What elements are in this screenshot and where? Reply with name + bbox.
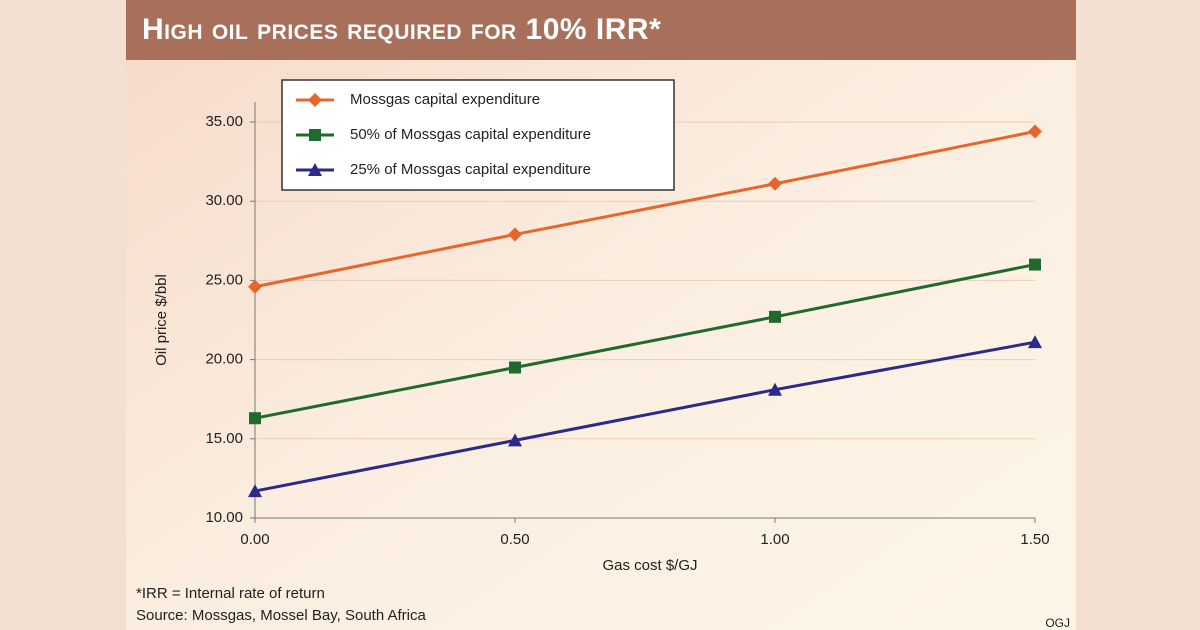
marker (308, 163, 322, 176)
marker (308, 93, 322, 107)
marker (769, 310, 781, 323)
y-tick-label: 10.00 (205, 509, 243, 526)
y-tick-label: 20.00 (205, 351, 243, 368)
marker (309, 129, 321, 141)
note: Source: Mossgas, Mossel Bay, South Afric… (136, 607, 427, 624)
x-tick-label: 1.00 (760, 531, 789, 548)
y-tick-label: 15.00 (205, 430, 243, 447)
marker (1028, 335, 1042, 349)
y-axis-label: Oil price $/bbl (153, 274, 170, 366)
marker (768, 382, 782, 396)
series-line (254, 263, 1036, 420)
legend-label: 25% of Mossgas capital expenditure (350, 161, 591, 178)
series-line (254, 130, 1036, 289)
chart-title: High oil prices required for 10% IRR* (142, 13, 661, 46)
y-tick-label: 35.00 (205, 113, 243, 130)
marker (248, 484, 262, 498)
legend-label: 50% of Mossgas capital expenditure (350, 126, 591, 143)
x-tick-label: 0.00 (240, 531, 269, 548)
marker (249, 412, 261, 425)
legend-label: Mossgas capital expenditure (350, 91, 540, 108)
marker (1028, 124, 1042, 139)
credit: OGJ (1045, 616, 1070, 630)
marker (248, 279, 262, 294)
x-tick-label: 0.50 (500, 531, 529, 548)
y-tick-label: 25.00 (205, 271, 243, 288)
marker (768, 176, 782, 191)
marker (508, 227, 522, 242)
y-tick-label: 30.00 (205, 192, 243, 209)
marker (509, 361, 521, 374)
note: *IRR = Internal rate of return (136, 585, 325, 602)
x-tick-label: 1.50 (1020, 531, 1049, 548)
legend-box (281, 79, 675, 191)
title-bar (126, 0, 1076, 60)
series-line (254, 340, 1036, 493)
marker (508, 433, 522, 447)
marker (1029, 258, 1041, 271)
x-axis-label: Gas cost $/GJ (602, 557, 697, 574)
